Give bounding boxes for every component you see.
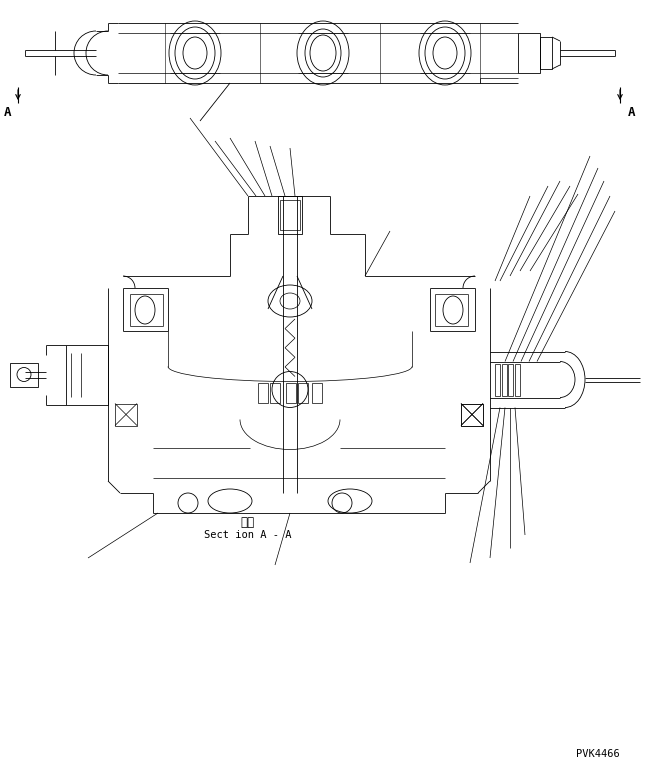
Bar [66,345,108,405]
Bar [540,37,552,69]
Bar [518,33,540,73]
Bar [258,382,268,402]
Bar [508,363,513,396]
Bar [502,363,507,396]
Bar [270,382,280,402]
Bar [280,200,300,230]
Bar [461,403,483,426]
Bar [495,363,500,396]
Bar [278,196,302,234]
Text: 断面: 断面 [241,516,255,529]
Text: Sect ion A - A: Sect ion A - A [204,530,292,540]
Bar [286,382,296,402]
Bar [461,403,483,426]
Bar [298,382,308,402]
Bar [312,382,322,402]
Text: PVK4466: PVK4466 [576,749,620,759]
Bar [10,362,38,386]
Bar [115,403,137,426]
Text: A: A [628,106,636,119]
Bar [515,363,520,396]
Text: A: A [5,106,12,119]
